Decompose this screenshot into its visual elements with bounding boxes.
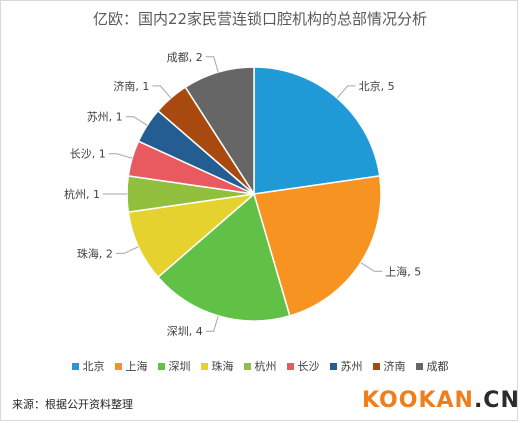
legend-item-5: 杭州 xyxy=(243,358,277,374)
leader-line-9 xyxy=(205,56,219,73)
legend-swatch-1 xyxy=(71,362,79,370)
legend-item-8: 济南 xyxy=(372,358,406,374)
leader-line-7 xyxy=(125,116,148,126)
kookan-watermark: KOOKAN.CN xyxy=(362,388,520,413)
legend-swatch-3 xyxy=(157,362,165,370)
legend-swatch-7 xyxy=(329,362,337,370)
legend-swatch-6 xyxy=(286,362,294,370)
legend-label-9: 成都 xyxy=(426,360,449,373)
data-label-2: 上海, 5 xyxy=(385,264,421,278)
legend-swatch-2 xyxy=(114,362,122,370)
legend-item-6: 长沙 xyxy=(286,358,320,374)
chart-title: 亿欧：国内22家民营连锁口腔机构的总部情况分析 xyxy=(92,10,428,28)
legend-label-2: 上海 xyxy=(125,360,148,373)
data-label-3: 深圳, 4 xyxy=(167,325,203,338)
legend-label-1: 北京 xyxy=(82,360,105,373)
data-label-1: 北京, 5 xyxy=(359,79,395,93)
legend-label-4: 珠海 xyxy=(211,360,234,373)
watermark-main: KOOKAN xyxy=(362,388,474,413)
legend-swatch-8 xyxy=(372,362,380,370)
pie-slice-9 xyxy=(184,66,255,197)
legend-item-4: 珠海 xyxy=(200,358,234,374)
legend-item-9: 成都 xyxy=(415,358,449,374)
leader-line-4 xyxy=(115,246,139,254)
chart-legend: 北京 上海 深圳 珠海 杭州 长沙 苏州 济南 成都 xyxy=(0,358,520,374)
legend-item-7: 苏州 xyxy=(329,358,363,374)
data-label-7: 苏州, 1 xyxy=(87,111,123,124)
source-note: 来源：根据公开资料整理 xyxy=(12,398,133,411)
data-label-8: 济南, 1 xyxy=(113,79,149,93)
data-label-4: 珠海, 2 xyxy=(77,246,113,260)
leader-line-8 xyxy=(152,85,172,99)
legend-swatch-4 xyxy=(200,362,208,370)
leader-line-6 xyxy=(108,153,133,159)
data-label-5: 杭州, 1 xyxy=(64,187,100,201)
legend-label-8: 济南 xyxy=(383,360,406,373)
legend-swatch-9 xyxy=(415,362,423,370)
leader-line-2 xyxy=(360,262,383,272)
legend-item-2: 上海 xyxy=(114,358,148,374)
watermark-suffix: .CN xyxy=(473,388,520,413)
leader-line-3 xyxy=(205,315,219,332)
pie-slice-1 xyxy=(253,66,381,195)
legend-swatch-5 xyxy=(243,362,251,370)
data-label-6: 长沙, 1 xyxy=(70,148,106,161)
legend-label-5: 杭州 xyxy=(254,360,277,373)
leader-line-1 xyxy=(336,85,356,99)
data-label-9: 成都, 2 xyxy=(167,51,203,64)
legend-label-6: 长沙 xyxy=(297,360,320,373)
legend-label-3: 深圳 xyxy=(168,360,191,373)
legend-item-3: 深圳 xyxy=(157,358,191,374)
legend-label-7: 苏州 xyxy=(340,360,363,373)
legend-item-1: 北京 xyxy=(71,358,105,374)
